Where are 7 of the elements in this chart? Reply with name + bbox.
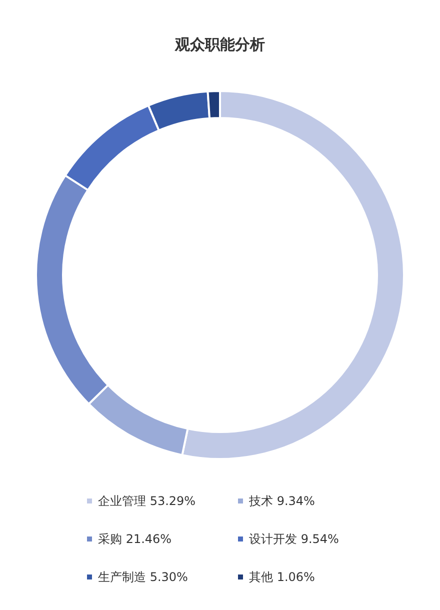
- legend-label: 设计开发 9.54%: [249, 532, 339, 546]
- legend-label: 企业管理 53.29%: [98, 494, 196, 508]
- legend-label: 其他 1.06%: [249, 570, 315, 584]
- legend-label: 生产制造 5.30%: [98, 570, 188, 584]
- chart-title: 观众职能分析: [174, 36, 265, 54]
- legend-label: 采购 21.46%: [98, 532, 172, 546]
- legend-label: 技术 9.34%: [248, 494, 315, 508]
